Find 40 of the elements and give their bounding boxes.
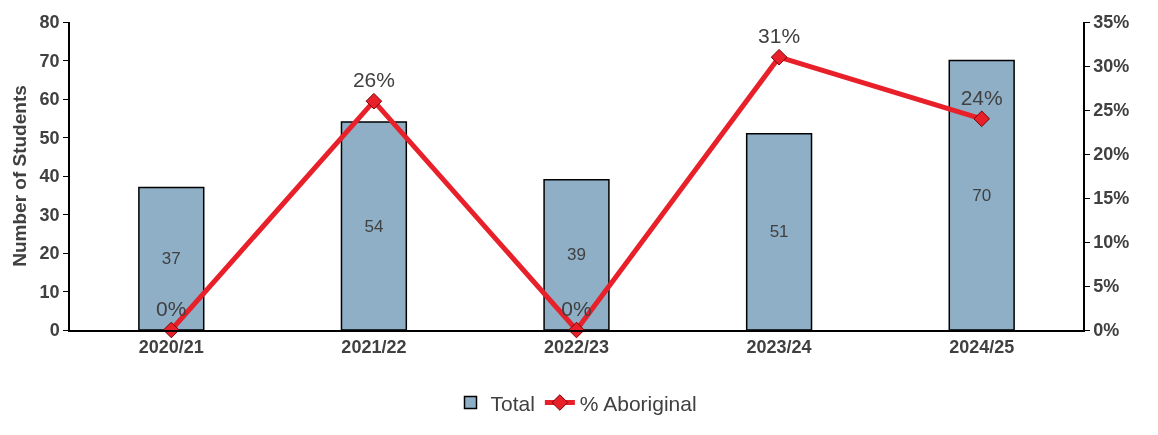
data-label: 70 — [972, 185, 992, 205]
data-label: 0% — [561, 297, 592, 321]
y2-tick-label: 15% — [1093, 188, 1130, 209]
y-tick-label: 70 — [39, 50, 60, 71]
data-label: 0% — [156, 297, 187, 321]
point — [973, 110, 990, 128]
y2-tick-label: 10% — [1093, 232, 1130, 253]
point — [770, 48, 788, 66]
point — [568, 321, 585, 339]
data-label: 37 — [161, 249, 181, 269]
y2-tick-label: 0% — [1093, 320, 1120, 341]
y-tick-label: 20 — [39, 243, 60, 264]
y-tick-label: 0 — [49, 320, 60, 341]
data-label: 51 — [769, 222, 789, 242]
y2-tick-label: 5% — [1093, 276, 1120, 297]
y2-tick-label: 20% — [1093, 144, 1130, 165]
point — [365, 92, 383, 110]
y-tick-label: 30 — [39, 204, 60, 225]
point — [163, 321, 180, 339]
x-tick-label: 2020/21 — [138, 337, 204, 358]
data-label: 24% — [960, 86, 1003, 110]
data-label: 39 — [567, 245, 586, 265]
y-tick-label: 40 — [39, 166, 60, 187]
legend-label: % Aboriginal — [579, 391, 697, 415]
y2-tick-label: 35% — [1093, 12, 1130, 33]
y-tick-label: 50 — [39, 127, 60, 148]
y2-tick-label: 25% — [1093, 100, 1130, 121]
y2-tick-label: 30% — [1093, 56, 1130, 77]
data-label: 26% — [352, 68, 395, 92]
x-tick-label: 2022/23 — [543, 337, 610, 358]
x-tick-label: 2023/24 — [746, 337, 812, 358]
y-tick-label: 80 — [39, 12, 60, 33]
x-tick-label: 2021/22 — [341, 337, 407, 358]
data-label: 54 — [364, 216, 384, 236]
data-label: 31% — [758, 24, 801, 48]
y-tick-label: 60 — [39, 89, 60, 110]
legend-label: Total — [490, 391, 535, 415]
y-axis-title: Number of Students — [8, 85, 30, 267]
x-tick-label: 2024/25 — [949, 337, 1015, 358]
y-tick-label: 10 — [39, 281, 60, 302]
